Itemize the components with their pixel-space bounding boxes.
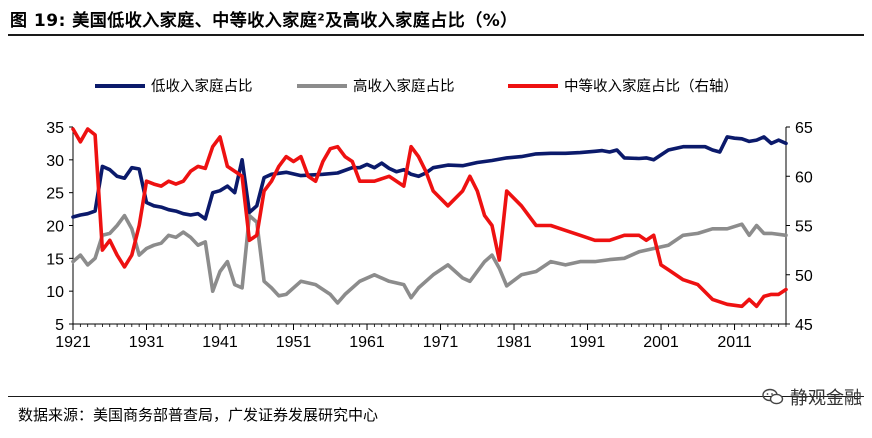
x-tick-label: 1931 (129, 334, 165, 351)
y-left-tick-label: 10 (46, 284, 64, 301)
axes: 35 30 25 20 15 10 5 65 60 55 50 45 1921 1931 1941 1951 1… (46, 120, 813, 351)
x-tick-label: 2011 (717, 334, 752, 351)
y-right-tick-label: 50 (795, 268, 813, 285)
x-tick-label: 1971 (423, 334, 459, 351)
watermark: 静观金融 (762, 384, 862, 410)
x-tick-label: 1991 (570, 334, 606, 351)
legend: 低收入家庭占比 高收入家庭占比 中等收入家庭占比（右轴） (95, 77, 738, 95)
x-tick-label: 1941 (202, 334, 238, 351)
y-right-tick-label: 55 (795, 219, 813, 236)
series-line-2 (71, 213, 788, 305)
x-tick-label: 1981 (496, 334, 532, 351)
line-chart: 低收入家庭占比 高收入家庭占比 中等收入家庭占比（右轴） 35 30 25 20 15 10 5… (46, 77, 813, 351)
y-left-tick-label: 5 (55, 317, 64, 334)
series-line-3 (71, 127, 788, 309)
legend-label-1: 低收入家庭占比 (151, 78, 253, 95)
figure-title: 图 19: 美国低收入家庭、中等收入家庭²及高收入家庭占比（%） (10, 11, 518, 31)
y-right-tick-label: 45 (795, 317, 813, 334)
legend-label-2: 高收入家庭占比 (353, 78, 455, 95)
y-left-tick-label: 20 (46, 219, 64, 236)
x-tick-label: 1951 (276, 334, 312, 351)
wechat-icon (762, 388, 784, 405)
series-line-1 (71, 135, 788, 221)
y-left-tick-label: 15 (46, 251, 64, 268)
x-tick-label: 2001 (643, 334, 679, 351)
y-left-tick-label: 25 (46, 186, 64, 203)
y-right-tick-label: 65 (795, 120, 813, 137)
legend-label-3: 中等收入家庭占比（右轴） (564, 77, 738, 95)
x-tick-label: 1961 (349, 334, 385, 351)
top-rule (8, 34, 864, 36)
y-right-tick-label: 60 (795, 169, 813, 186)
plot-area (71, 127, 788, 309)
source-note: 数据来源：美国商务部普查局，广发证券发展研究中心 (18, 406, 379, 424)
bottom-rule (8, 396, 864, 397)
y-left-tick-label: 35 (46, 120, 64, 137)
x-tick-label: 1921 (55, 334, 91, 351)
y-left-tick-label: 30 (46, 153, 64, 170)
watermark-text: 静观金融 (790, 388, 862, 409)
